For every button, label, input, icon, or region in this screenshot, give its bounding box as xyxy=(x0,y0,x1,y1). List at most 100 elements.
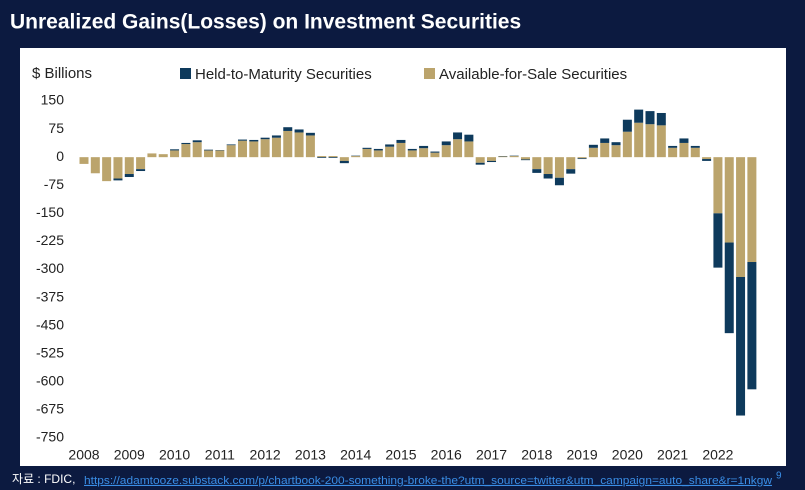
bar-segment xyxy=(475,157,485,163)
bar-segment xyxy=(283,127,293,131)
bar-segment xyxy=(283,130,293,158)
bar-segment xyxy=(294,132,304,158)
bar-segment xyxy=(509,156,519,158)
bar-segment xyxy=(441,145,451,158)
bar-segment xyxy=(260,139,270,158)
bar-segment xyxy=(339,157,349,161)
bar-segment xyxy=(249,141,259,158)
bar-segment xyxy=(90,157,100,174)
legend-label: Available-for-Sale Securities xyxy=(439,66,627,83)
bar-segment xyxy=(679,138,689,143)
y-axis-label: $ Billions xyxy=(32,65,92,82)
page-number: 9 xyxy=(776,471,782,482)
bar-segment xyxy=(192,142,202,158)
bar-segment xyxy=(204,150,214,158)
bar-segment xyxy=(113,178,123,181)
bar-segment xyxy=(724,242,734,334)
bar-segment xyxy=(736,157,746,277)
bar-segment xyxy=(543,157,553,175)
bar-segment xyxy=(385,144,395,147)
bar-segment xyxy=(113,157,123,179)
bar-segment xyxy=(362,147,372,149)
bar-segment xyxy=(464,134,474,142)
bar-segment xyxy=(294,129,304,133)
bar-segment xyxy=(441,141,451,146)
y-tick-label: 0 xyxy=(56,148,64,164)
bar-segment xyxy=(249,139,259,142)
bar-segment xyxy=(419,145,429,149)
bar-segment xyxy=(611,142,621,146)
x-tick-label: 2016 xyxy=(431,447,462,463)
bar-segment xyxy=(566,169,576,174)
bar-segment xyxy=(317,156,327,158)
bar-segment xyxy=(430,151,440,153)
bar-segment xyxy=(170,149,180,151)
bar-segment xyxy=(305,135,315,158)
chart-title: Unrealized Gains(Losses) on Investment S… xyxy=(10,11,521,34)
bar-segment xyxy=(158,154,168,158)
y-tick-label: -375 xyxy=(36,288,64,304)
bar-segment xyxy=(554,177,564,186)
bar-segment xyxy=(204,149,214,151)
bar-segment xyxy=(181,142,191,145)
bar-segment xyxy=(339,160,349,164)
source-link[interactable]: https://adamtooze.substack.com/p/chartbo… xyxy=(84,475,772,487)
bar-segment xyxy=(271,135,281,138)
bar-segment xyxy=(181,144,191,158)
bar-segment xyxy=(588,147,598,158)
x-tick-label: 2017 xyxy=(476,447,507,463)
bar-segment xyxy=(271,137,281,158)
bar-segment xyxy=(736,276,746,416)
legend-label: Held-to-Maturity Securities xyxy=(195,66,372,83)
bar-segment xyxy=(747,262,757,390)
bar-segment xyxy=(622,119,632,132)
bar-segment xyxy=(645,124,655,158)
y-tick-label: -525 xyxy=(36,344,64,360)
bar-segment xyxy=(520,159,530,161)
bar-segment xyxy=(396,139,406,143)
y-tick-label: -225 xyxy=(36,232,64,248)
y-tick-label: -300 xyxy=(36,260,64,276)
legend-swatch xyxy=(180,68,191,79)
bar-segment xyxy=(668,145,678,148)
bar-segment xyxy=(634,109,644,123)
bar-segment xyxy=(328,156,338,158)
bar-segment xyxy=(79,157,89,164)
bar-segment xyxy=(645,111,655,125)
bar-segment xyxy=(724,157,734,243)
bar-segment xyxy=(136,169,146,172)
y-tick-label: -675 xyxy=(36,401,64,417)
bar-segment xyxy=(713,213,723,268)
bar-segment xyxy=(419,148,429,158)
bar-segment xyxy=(407,148,417,151)
x-tick-label: 2013 xyxy=(295,447,326,463)
bar-segment xyxy=(611,145,621,158)
y-tick-label: -450 xyxy=(36,316,64,332)
bar-segment xyxy=(237,140,247,158)
bar-segment xyxy=(453,139,463,158)
bar-segment xyxy=(566,157,576,170)
x-tick-label: 2015 xyxy=(385,447,416,463)
bar-segment xyxy=(147,153,157,158)
y-tick-label: -750 xyxy=(36,429,64,445)
x-tick-label: 2012 xyxy=(250,447,281,463)
bar-segment xyxy=(554,157,564,178)
y-tick-label: 150 xyxy=(41,92,65,108)
bar-segment xyxy=(634,122,644,158)
bar-segment xyxy=(453,132,463,140)
x-tick-label: 2011 xyxy=(205,447,235,463)
bar-segment xyxy=(532,169,542,173)
bar-segment xyxy=(464,141,474,158)
bar-segment xyxy=(226,145,236,158)
x-tick-label: 2021 xyxy=(657,447,688,463)
bar-segment xyxy=(498,156,508,158)
bar-segment xyxy=(362,148,372,158)
bar-segment xyxy=(487,160,497,163)
bar-segment xyxy=(543,174,553,179)
bar-segment xyxy=(260,137,270,140)
bar-segment xyxy=(124,174,134,178)
y-tick-label: 75 xyxy=(48,120,64,136)
bar-segment xyxy=(679,142,689,158)
y-tick-label: -150 xyxy=(36,204,64,220)
